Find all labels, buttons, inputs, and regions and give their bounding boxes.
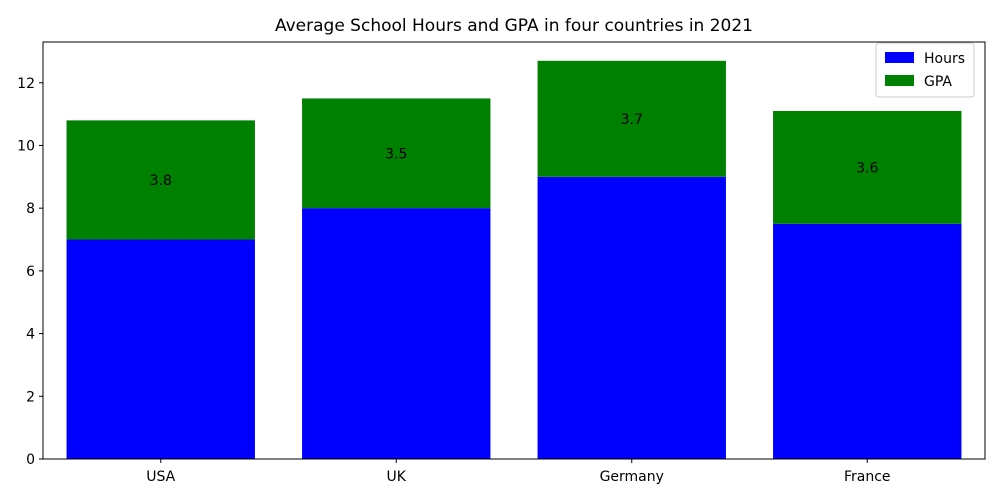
data-label-france: 3.6 [856,160,878,176]
legend-label-hours: Hours [924,51,965,67]
data-label-germany: 3.7 [621,112,643,128]
bar-gpa-france [773,110,962,224]
x-tick-label-france: France [844,469,891,485]
data-label-uk: 3.5 [385,146,407,162]
legend-swatch-hours [885,52,914,63]
bar-hours-uk [302,208,491,459]
y-tick-label-10: 10 [17,138,35,154]
axes-frame [42,41,986,460]
x-tick-label-germany: Germany [600,469,664,485]
y-tick-label-2: 2 [26,389,35,405]
x-tick-label-uk: UK [387,469,407,485]
data-label-usa: 3.8 [150,173,172,189]
bar-hours-germany [537,176,726,459]
bar-gpa-germany [537,60,726,177]
x-tick-label-usa: USA [146,469,175,485]
plot-area: 3.8 USA 3.5 UK 3.7 Germany 3.6 France 0 2 4 6 8 10 12 [17,41,986,485]
legend-label-gpa: GPA [924,74,952,90]
y-tick-label-6: 6 [26,264,35,280]
chart-title: Average School Hours and GPA in four cou… [275,16,753,36]
bar-gpa-usa [66,120,255,240]
y-tick-label-0: 0 [26,452,35,468]
legend-swatch-gpa [885,75,914,86]
y-tick-label-4: 4 [26,327,35,343]
legend: Hours GPA [875,42,975,98]
bar-hours-usa [66,239,255,459]
bar-gpa-uk [302,98,491,209]
bar-hours-france [773,223,962,459]
y-tick-label-8: 8 [26,201,35,217]
y-tick-label-12: 12 [17,76,35,92]
